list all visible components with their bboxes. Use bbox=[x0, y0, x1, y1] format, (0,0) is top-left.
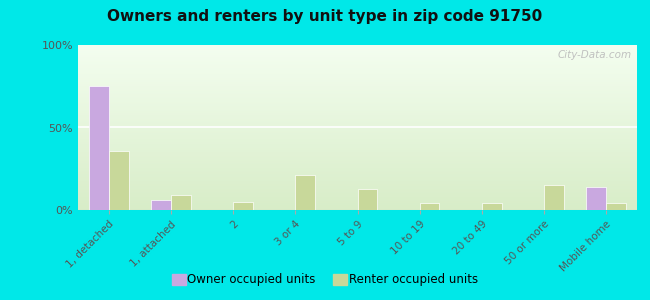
Bar bbox=[233, 202, 253, 210]
Bar bbox=[109, 151, 129, 210]
Bar bbox=[171, 195, 191, 210]
Bar bbox=[358, 188, 378, 210]
Bar bbox=[151, 200, 171, 210]
Bar bbox=[420, 203, 439, 210]
Bar bbox=[606, 203, 626, 210]
Bar bbox=[482, 203, 502, 210]
Bar bbox=[544, 185, 564, 210]
Text: Owners and renters by unit type in zip code 91750: Owners and renters by unit type in zip c… bbox=[107, 9, 543, 24]
Bar bbox=[89, 86, 109, 210]
Bar bbox=[586, 187, 606, 210]
Legend: Owner occupied units, Renter occupied units: Owner occupied units, Renter occupied un… bbox=[167, 269, 483, 291]
Text: City-Data.com: City-Data.com bbox=[557, 50, 631, 60]
Bar bbox=[295, 175, 315, 210]
